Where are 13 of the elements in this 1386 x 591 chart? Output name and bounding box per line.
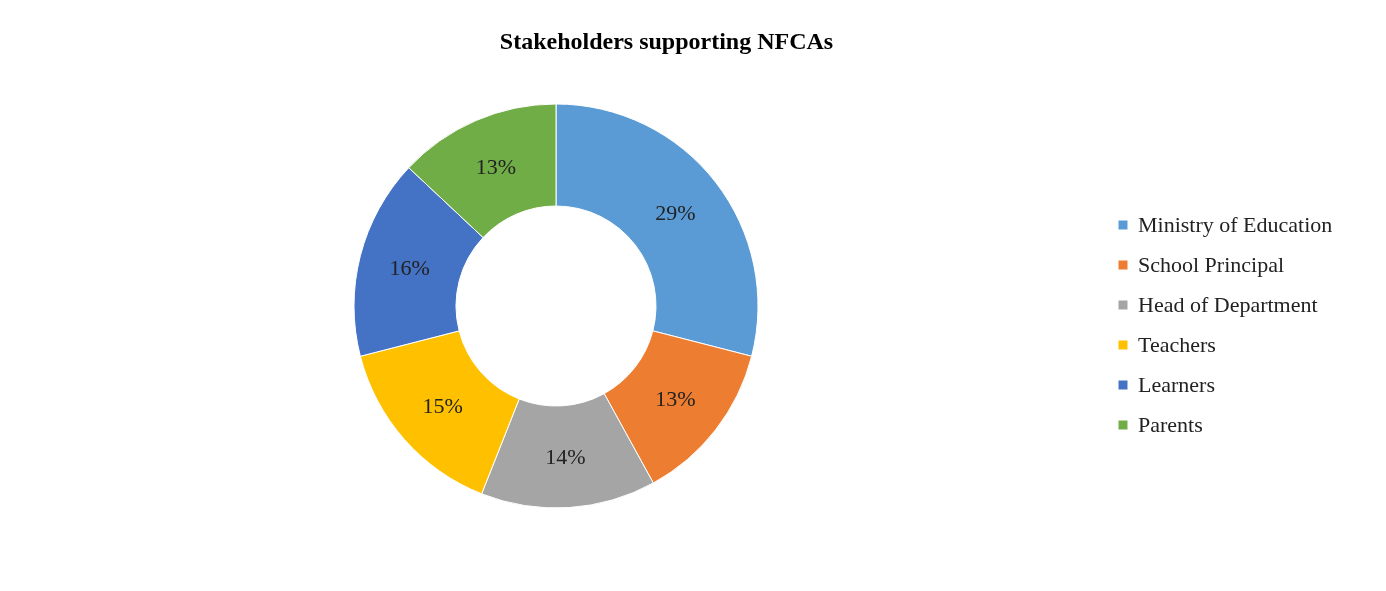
legend-label: Teachers	[1138, 332, 1216, 357]
data-label: 13%	[475, 154, 517, 180]
legend-label: Parents	[1138, 412, 1203, 437]
chart-title: Stakeholders supporting NFCAs	[499, 28, 834, 54]
legend-label: Learners	[1138, 372, 1215, 397]
data-label: 16%	[389, 255, 430, 281]
legend-label: Head of Department	[1138, 292, 1318, 317]
data-label: 14%	[545, 443, 586, 469]
data-label: 15%	[422, 392, 463, 418]
legend-label: Ministry of Education	[1138, 212, 1333, 237]
data-label: 13%	[655, 385, 696, 411]
data-label: 29%	[655, 200, 696, 226]
legend-label: School Principal	[1138, 252, 1285, 277]
